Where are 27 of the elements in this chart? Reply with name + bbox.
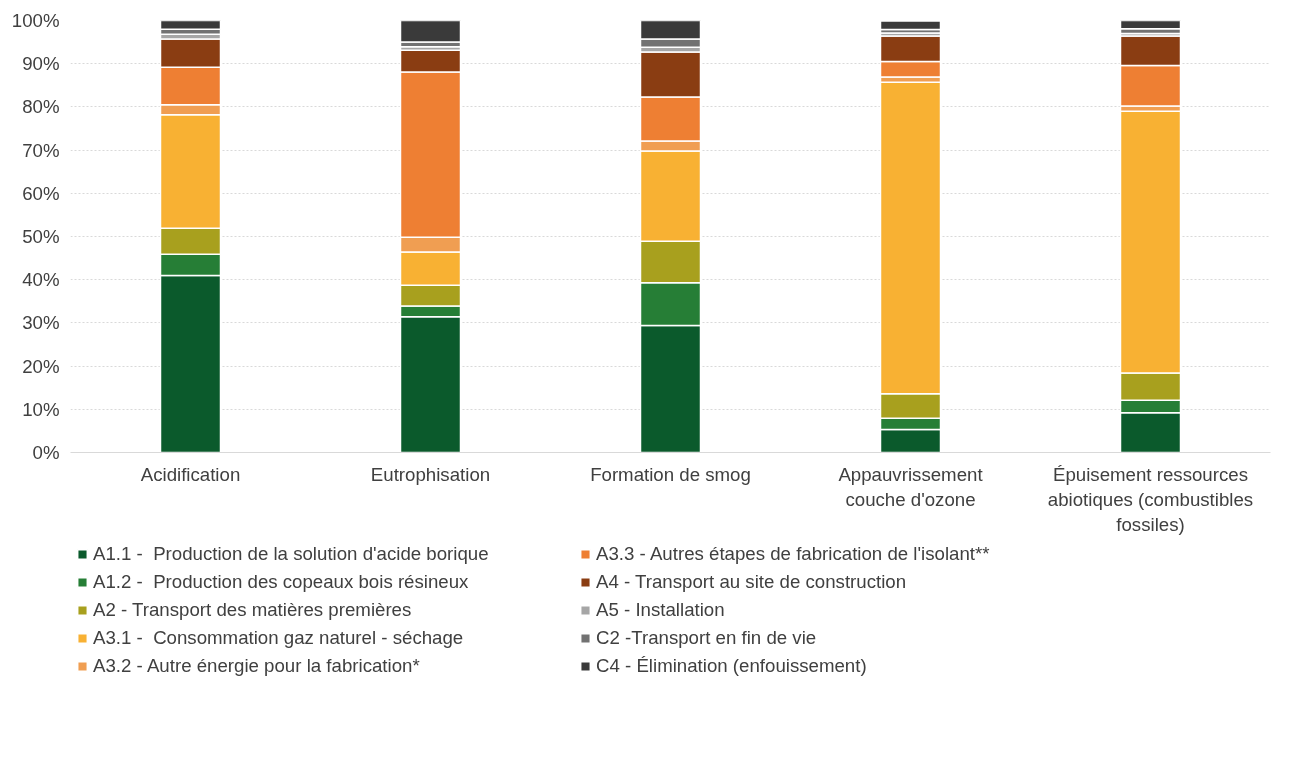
y-tick-label: 70%: [22, 139, 60, 161]
y-tick-label: 80%: [22, 96, 60, 118]
y-tick-label: 90%: [22, 53, 60, 75]
x-tick-label: Appauvrissement couche d'ozone: [838, 463, 984, 510]
y-tick-label: 0%: [32, 442, 60, 463]
x-tick-label: Eutrophisation: [370, 463, 491, 485]
y-tick-label: 20%: [22, 355, 60, 377]
legend-label: A3.1 - Consommation gaz naturel - séchage: [93, 627, 465, 649]
x-tick-label: Acidification: [140, 463, 241, 485]
bar: [879, 20, 942, 31]
legend-label: A3.2 - Autre énergie pour la fabrication*: [93, 655, 421, 677]
y-tick-label: 100%: [11, 10, 60, 31]
legend-label: A3.3 - Autres étapes de fabrication de l'isolant**: [596, 543, 991, 565]
y-tick-label: 40%: [22, 269, 60, 291]
x-tick-label: Formation de smog: [590, 463, 751, 485]
legend-label: A1.2 - Production des copeaux bois résineux: [93, 571, 470, 593]
y-tick-label: 30%: [22, 312, 60, 334]
legend-label: C4 - Élimination (enfouissement): [596, 655, 868, 677]
legend-label: A1.1 - Production de la solution d'acide borique: [93, 543, 490, 565]
legend-label: A4 - Transport au site de construction: [596, 571, 908, 593]
legend-label: C2 -Transport en fin de vie: [596, 627, 818, 649]
legend-label: A5 - Installation: [596, 599, 726, 621]
y-tick-label: 10%: [22, 398, 60, 420]
y-tick-label: 50%: [22, 226, 60, 247]
y-tick-label: 60%: [22, 182, 60, 204]
x-tick-label: Épuisement ressources abiotiques (combustibles fossiles): [1047, 463, 1254, 535]
legend-label: A2 - Transport des matières premières: [93, 599, 413, 621]
